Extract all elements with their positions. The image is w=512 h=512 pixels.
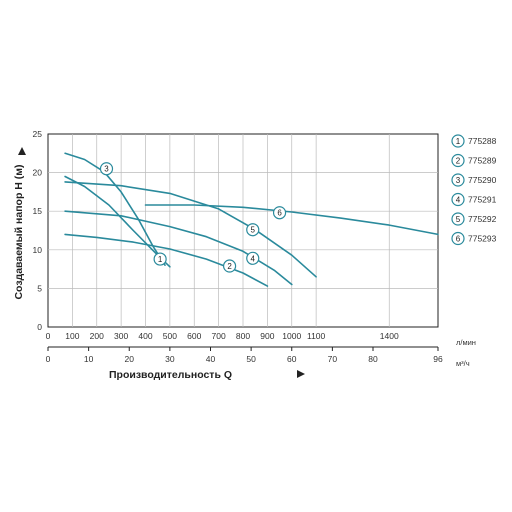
- x-axis-title: Производительность Q: [109, 369, 232, 381]
- x-tick-label-lmin: 100: [65, 331, 79, 341]
- series-curves: [64, 152, 439, 287]
- series-line-775290: [64, 152, 166, 266]
- legend-label-775291: 775291: [468, 195, 497, 205]
- x-tick-label-lmin: 400: [138, 331, 152, 341]
- grid: [48, 134, 438, 327]
- legend-label-775290: 775290: [468, 175, 497, 185]
- x-tick-label-m3h: 20: [125, 354, 135, 364]
- x-tick-label-lmin: 700: [212, 331, 226, 341]
- legend-marker-2: [451, 153, 465, 168]
- legend-marker-number-5: 5: [456, 215, 461, 224]
- y-tick-label: 10: [33, 245, 43, 255]
- series-line-775291: [64, 210, 293, 286]
- series-markers: 1 2 3 4 5 6: [99, 162, 287, 273]
- x-tick-label-lmin: 200: [90, 331, 104, 341]
- x-unit-lmin: л/мин: [456, 338, 476, 347]
- y-tick-label: 0: [37, 322, 42, 332]
- series-line-775293: [144, 204, 439, 236]
- y-tick-label: 20: [33, 168, 43, 178]
- y-axis-title: Создаваемый напор Н (м): [13, 164, 25, 299]
- curve-marker-label-3: 3: [104, 165, 109, 174]
- x-tick-label-lmin: 600: [187, 331, 201, 341]
- legend-label-775292: 775292: [468, 214, 497, 224]
- legend-label-775289: 775289: [468, 156, 497, 166]
- legend-marker-3: [451, 173, 465, 187]
- legend-marker-number-1: 1: [456, 137, 461, 146]
- y-axis-arrow-icon: [18, 147, 26, 155]
- legend-label-775288: 775288: [468, 136, 497, 146]
- curve-marker-label-6: 6: [277, 209, 282, 218]
- legend-marker-number-4: 4: [456, 196, 461, 205]
- x-unit-m3h: м³/ч: [456, 359, 470, 368]
- series-line-775292: [64, 181, 317, 278]
- series-line-775288: [64, 175, 171, 268]
- x-tick-label-lmin: 900: [260, 331, 274, 341]
- legend-marker-4: [451, 192, 465, 207]
- curve-marker-4: [246, 251, 260, 265]
- y-tick-labels: 0 5 10 15 20 25: [33, 129, 43, 332]
- curve-marker-label-1: 1: [158, 255, 163, 264]
- x-tick-label-lmin: 1400: [380, 331, 399, 341]
- x-tick-label-lmin: 1000: [282, 331, 301, 341]
- legend-label-775293: 775293: [468, 234, 497, 244]
- legend-marker-number-2: 2: [456, 157, 461, 166]
- curve-marker-3: [99, 162, 114, 176]
- y-tick-label: 15: [33, 206, 43, 216]
- y-tick-label: 5: [37, 283, 42, 293]
- x-tick-label-m3h: 10: [84, 354, 94, 364]
- x-tick-label-lmin: 300: [114, 331, 128, 341]
- x-tick-labels-m3h: 0 10 20 30 40 50 60 70 80 96: [46, 347, 443, 364]
- legend-marker-1: [451, 134, 465, 148]
- legend: 1 775288 2 775289 3 775290 4 775291 5 775292 6 7752…: [451, 134, 497, 246]
- curve-marker-5: [246, 223, 260, 237]
- x-tick-label-m3h: 70: [328, 354, 338, 364]
- x-tick-labels-lmin: 0 100 200 300 400 500 600 700 800 900 1000 1100 1400: [46, 331, 399, 341]
- curve-marker-label-5: 5: [251, 226, 256, 235]
- x-tick-label-m3h: 40: [206, 354, 216, 364]
- x-tick-label-m3h: 50: [246, 354, 256, 364]
- x-tick-label-lmin: 500: [163, 331, 177, 341]
- x-tick-label-m3h: 60: [287, 354, 297, 364]
- x-tick-label-lmin: 1100: [307, 331, 326, 341]
- x-tick-label-m3h: 30: [165, 354, 175, 364]
- x-tick-label-lmin: 0: [46, 331, 51, 341]
- legend-marker-6: [451, 231, 465, 246]
- legend-marker-number-3: 3: [456, 176, 461, 185]
- series-line-775289: [64, 233, 269, 287]
- curve-marker-6: [272, 206, 287, 220]
- curve-marker-label-4: 4: [251, 254, 256, 263]
- legend-marker-5: [451, 212, 465, 226]
- x-axis-arrow-icon: [297, 370, 305, 378]
- curve-marker-1: [153, 252, 167, 266]
- x-tick-label-m3h: 80: [368, 354, 378, 364]
- x-tick-label-m3h: 96: [433, 354, 443, 364]
- curve-marker-label-2: 2: [227, 262, 232, 271]
- y-tick-label: 25: [33, 129, 43, 139]
- legend-marker-number-6: 6: [456, 235, 461, 244]
- curve-marker-2: [222, 259, 237, 273]
- x-tick-label-m3h: 0: [46, 354, 51, 364]
- x-tick-label-lmin: 800: [236, 331, 250, 341]
